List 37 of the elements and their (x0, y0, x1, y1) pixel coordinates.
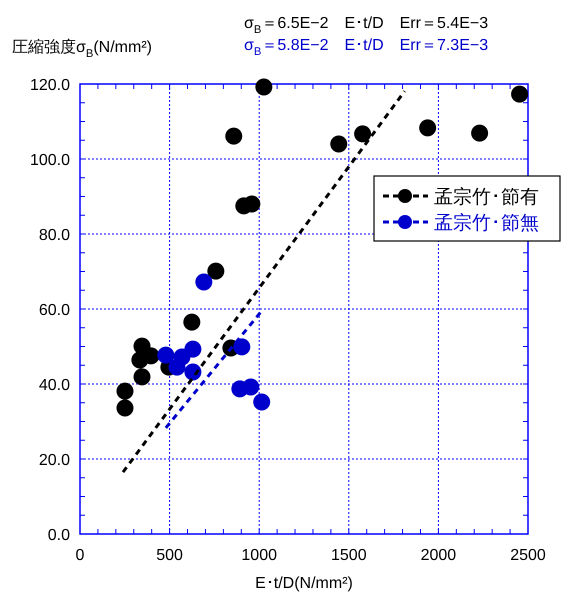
y-tick-label: 120.0 (30, 77, 70, 94)
x-tick-label: 1000 (241, 547, 278, 564)
y-axis-title: 圧縮強度σ$_{B}$(N/mm²) (12, 38, 152, 60)
point (134, 368, 151, 386)
point (207, 262, 224, 280)
x-tick-label: 500 (156, 547, 184, 564)
point (354, 125, 372, 142)
y-tick-label: 0.0 (48, 527, 70, 544)
y-tick-label: 60.0 (38, 302, 70, 319)
x-tick-label: 0 (76, 547, 85, 564)
point (195, 274, 212, 290)
x-tick-label: 2500 (510, 547, 546, 564)
point (511, 86, 528, 103)
point (184, 340, 202, 358)
point (183, 314, 200, 331)
x-axis-title: E･t/D(N/mm²) (255, 575, 353, 592)
point (242, 378, 260, 396)
y-tick-label: 100.0 (30, 152, 70, 169)
legend-label: 孟宗竹･節無 (434, 212, 539, 234)
point (419, 119, 436, 136)
y-tick-label: 20.0 (38, 452, 70, 469)
point (225, 128, 242, 145)
y-tick-label: 80.0 (38, 227, 70, 244)
point (330, 136, 348, 152)
point (233, 338, 250, 356)
y-tick-label: 40.0 (38, 377, 70, 394)
legend-label: 孟宗竹･節有 (434, 186, 539, 208)
point (116, 382, 134, 400)
point (255, 78, 272, 96)
x-tick-label: 2000 (420, 547, 456, 564)
point (157, 346, 174, 364)
point (253, 394, 270, 410)
point (471, 124, 488, 142)
text: σ$_{B}$＝6.5E−2 E･t/D Err＝5.4E−3 (244, 15, 488, 36)
text: σ$_{B}$＝5.8E−2 E･t/D Err＝7.3E−3 (244, 37, 488, 58)
x-tick-label: 1500 (331, 547, 367, 564)
point (116, 400, 134, 416)
